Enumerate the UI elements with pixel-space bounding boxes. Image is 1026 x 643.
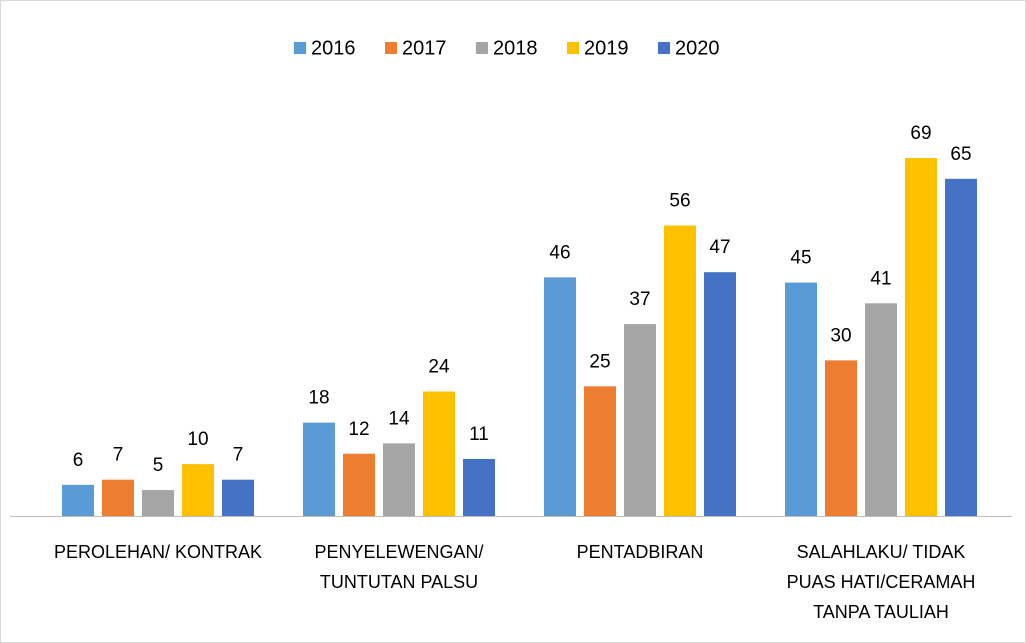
x-tick-label: PENYELEWENGAN/ TUNTUTAN PALSU [314,542,484,592]
x-tick-label: SALAHLAKU/ TIDAK PUAS HATI/CERAMAH TANPA… [786,542,976,622]
legend-label: 2018 [493,37,538,59]
bar [463,458,495,516]
bar [102,479,134,516]
legend-label: 2019 [584,37,629,59]
data-label: 6 [73,450,84,471]
legend-swatch [385,42,397,54]
data-label: 56 [669,191,690,212]
bar [584,386,616,516]
bar [222,479,254,516]
data-label: 47 [709,237,730,258]
x-tick-label: PENTADBIRAN [576,542,704,562]
legend-swatch [658,42,670,54]
x-tick-label: PEROLEHAN/ KONTRAK [53,542,263,562]
data-label: 11 [469,424,489,445]
bar [544,277,576,516]
data-label: 14 [388,408,410,429]
bar [664,225,696,516]
legend-swatch [567,42,579,54]
bar [704,272,736,516]
data-label: 5 [153,455,164,476]
bar [383,443,415,516]
bar [905,158,937,516]
data-label: 41 [870,268,891,289]
bar [865,303,897,516]
data-label: 30 [830,325,851,346]
legend-label: 2020 [675,37,720,59]
bar [785,282,817,516]
data-label: 18 [308,388,329,409]
data-label: 7 [113,445,124,466]
data-label: 46 [549,242,570,263]
bar [142,490,174,516]
data-label: 10 [187,429,208,450]
data-label: 12 [348,419,369,440]
legend-swatch [476,42,488,54]
data-label: 24 [428,357,450,378]
legend-label: 2017 [402,37,447,59]
data-label: 37 [629,289,650,310]
data-label: 45 [790,248,811,269]
bar [62,484,94,516]
bar [343,453,375,516]
data-label: 7 [233,445,244,466]
bar [945,178,977,516]
bar [303,422,335,516]
bar [182,464,214,516]
bar [825,360,857,516]
legend-label: 2016 [311,37,356,59]
data-label: 65 [950,144,971,165]
data-label: 25 [589,351,610,372]
legend-swatch [294,42,306,54]
data-label: 69 [910,123,931,144]
bar [624,324,656,516]
bar [423,391,455,516]
